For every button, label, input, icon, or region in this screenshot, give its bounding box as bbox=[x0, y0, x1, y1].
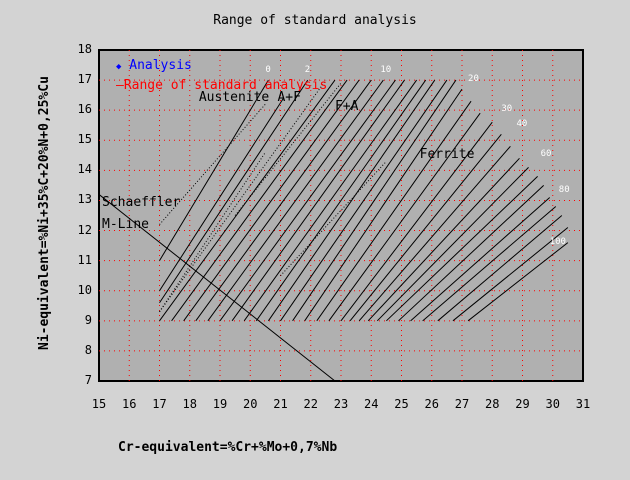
line-icon: — bbox=[116, 78, 124, 93]
iso-ferrite-line bbox=[410, 197, 551, 322]
iso-ferrite-line bbox=[183, 79, 360, 322]
iso-ferrite-line bbox=[386, 176, 538, 322]
x-tick-label: 27 bbox=[454, 397, 470, 411]
x-tick-label: 29 bbox=[515, 397, 530, 411]
region-label: F+A bbox=[334, 99, 359, 115]
x-tick-label: 18 bbox=[182, 397, 197, 411]
iso-ferrite-line bbox=[159, 79, 336, 322]
grid bbox=[99, 50, 583, 381]
iso-ferrite-line bbox=[367, 157, 520, 322]
y-tick-label: 16 bbox=[77, 102, 92, 117]
x-tick-label: 28 bbox=[485, 397, 500, 411]
legend-label: Range of standard analysis bbox=[123, 78, 328, 93]
iso-ferrite-line bbox=[219, 79, 396, 322]
legend-analysis: ◆ Analysis bbox=[116, 58, 192, 73]
iso-ferrite-line bbox=[340, 121, 493, 322]
x-tick-label: 22 bbox=[303, 397, 318, 411]
x-axis-label: Cr-equivalent=%Cr+%Mo+0,7%Nb bbox=[118, 440, 338, 455]
diamond-icon: ◆ bbox=[116, 62, 122, 72]
phase-boundary-line bbox=[234, 82, 342, 216]
x-tick-label: 24 bbox=[364, 397, 379, 411]
y-tick-label: 14 bbox=[77, 162, 92, 177]
iso-ferrite-line bbox=[243, 79, 418, 322]
x-tick-label: 30 bbox=[545, 397, 560, 411]
region-label: A+F bbox=[277, 90, 301, 106]
iso-ferrite-line bbox=[255, 79, 427, 322]
region-label: M-Line bbox=[102, 216, 149, 232]
iso-ferrite-line bbox=[171, 79, 348, 322]
iso-ferrite-label: 0 bbox=[265, 65, 271, 76]
x-tick-label: 16 bbox=[122, 397, 137, 411]
x-tick-label: 25 bbox=[394, 397, 409, 411]
iso-ferrite-line bbox=[280, 79, 448, 322]
iso-ferrite-label: 40 bbox=[516, 119, 528, 130]
iso-ferrite-line bbox=[358, 145, 511, 322]
phase-boundary-line bbox=[280, 160, 387, 277]
y-tick-label: 18 bbox=[77, 42, 92, 56]
y-tick-label: 17 bbox=[77, 72, 92, 87]
iso-ferrite-line bbox=[304, 88, 463, 322]
iso-ferrite-line bbox=[376, 167, 529, 322]
y-tick-label: 12 bbox=[77, 222, 92, 237]
iso-ferrite-line bbox=[267, 79, 436, 322]
iso-ferrite-label: 10 bbox=[380, 65, 392, 76]
legend-range: —Range of standard analysis bbox=[116, 78, 327, 93]
iso-ferrite-line bbox=[159, 79, 269, 261]
schaeffler-m-line bbox=[98, 194, 336, 382]
iso-ferrite-line bbox=[422, 206, 557, 322]
iso-ferrite-line bbox=[159, 79, 309, 304]
region-label: Schaeffler bbox=[102, 195, 181, 211]
y-tick-label: 13 bbox=[77, 192, 92, 207]
x-tick-label: 31 bbox=[575, 397, 591, 411]
y-tick-label: 11 bbox=[77, 252, 92, 267]
iso-ferrite-line bbox=[437, 215, 563, 322]
y-tick-label: 7 bbox=[84, 373, 92, 387]
y-tick-label: 15 bbox=[77, 132, 92, 147]
chart-title: Range of standard analysis bbox=[213, 13, 417, 28]
y-axis-label: Ni-equivalent=%Ni+35%C+20%N+0,25%Cu bbox=[37, 76, 52, 350]
x-tick-label: 21 bbox=[273, 397, 288, 411]
iso-ferrite-line bbox=[231, 79, 405, 322]
y-tick-label: 10 bbox=[77, 282, 92, 297]
iso-ferrite-line bbox=[467, 242, 569, 322]
x-tick-label: 23 bbox=[333, 397, 349, 411]
iso-ferrite-label: 20 bbox=[468, 74, 479, 85]
iso-ferrite-label: 60 bbox=[540, 149, 552, 160]
phase-boundary-line bbox=[159, 152, 266, 313]
x-tick-label: 15 bbox=[91, 397, 107, 411]
iso-ferrite-line bbox=[292, 79, 457, 322]
iso-ferrite-lines bbox=[98, 79, 569, 382]
legend-label: Analysis bbox=[129, 58, 192, 73]
y-tick-label: 8 bbox=[84, 342, 92, 357]
x-tick-label: 20 bbox=[243, 397, 258, 411]
iso-ferrite-label: 80 bbox=[558, 185, 570, 196]
x-tick-label: 26 bbox=[424, 397, 439, 411]
iso-ferrite-line bbox=[398, 185, 545, 322]
iso-ferrite-label: 30 bbox=[501, 104, 513, 115]
iso-ferrite-label: 100 bbox=[549, 236, 566, 247]
region-label: Austenite bbox=[198, 90, 270, 106]
iso-ferrite-line bbox=[207, 79, 384, 322]
region-label: Ferrite bbox=[419, 147, 475, 163]
iso-ferrite-line bbox=[452, 227, 569, 322]
iso-ferrite-line bbox=[195, 79, 372, 322]
x-tick-label: 17 bbox=[152, 397, 167, 411]
y-tick-label: 9 bbox=[84, 312, 92, 327]
iso-ferrite-line bbox=[316, 100, 472, 322]
iso-ferrite-label: 2 bbox=[304, 65, 311, 76]
x-tick-label: 19 bbox=[212, 397, 228, 411]
iso-ferrite-line bbox=[328, 112, 481, 322]
iso-ferrite-line bbox=[159, 79, 327, 313]
iso-ferrite-line bbox=[349, 133, 502, 322]
